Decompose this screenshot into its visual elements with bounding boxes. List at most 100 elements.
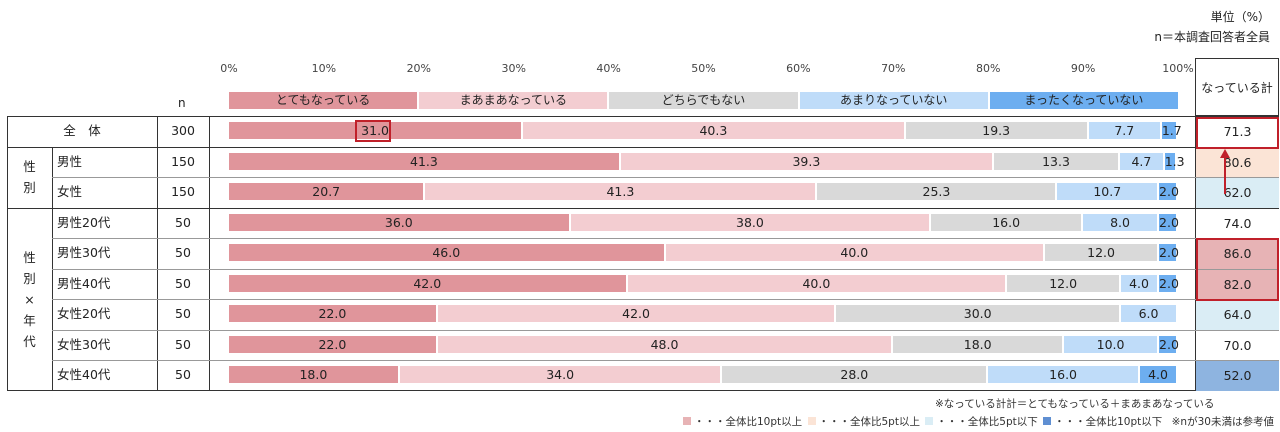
- row-label: 男性30代: [57, 245, 111, 261]
- row-label: 全 体: [63, 123, 101, 139]
- group-label: 性 別 × 年 代: [23, 249, 36, 349]
- reference-note: ※nが30未満は参考値: [1171, 416, 1274, 428]
- row-n: 50: [175, 367, 191, 383]
- bar-segment: 16.0: [931, 213, 1082, 231]
- bar-segment: 28.0: [722, 366, 987, 384]
- bar-segment: 38.0: [570, 213, 930, 231]
- bar-segment: 41.3: [425, 183, 816, 201]
- bar-segment: 46.0: [229, 244, 664, 262]
- bar-segment: 25.3: [817, 183, 1056, 201]
- legend-item: まったくなっていない: [989, 92, 1178, 109]
- bar-segment: 12.0: [1045, 244, 1157, 262]
- bar-segment: 1.3: [1164, 152, 1185, 170]
- bar-segment: 2.0: [1159, 213, 1179, 231]
- axis-tick-label: 100%: [1162, 62, 1194, 75]
- row-n: 300: [171, 123, 195, 139]
- row-label: 男性20代: [57, 214, 111, 230]
- total-col-divider: [1195, 116, 1196, 391]
- axis-tick-label: 60%: [786, 62, 811, 75]
- total-value: 52.0: [1196, 361, 1279, 391]
- axis-tick-label: 20%: [406, 62, 432, 75]
- up-arrow-icon: [1220, 149, 1230, 194]
- legend-item: あまりなっていない: [799, 92, 988, 109]
- total-highlight-frame: [1196, 117, 1279, 149]
- row-divider: [52, 268, 1279, 270]
- bar-segment: 7.7: [1088, 122, 1160, 140]
- total-value: 71.3: [1196, 117, 1279, 147]
- total-value: 82.0: [1196, 269, 1279, 299]
- bar-segment: 8.0: [1083, 213, 1157, 231]
- row-label: 女性30代: [57, 336, 111, 352]
- bar-segment: 22.0: [229, 305, 436, 323]
- row-label: 男性: [57, 153, 83, 169]
- row-divider: [52, 299, 1279, 300]
- row-n: 150: [171, 184, 195, 200]
- bar-segment: 40.3: [523, 122, 904, 140]
- total-value: 62.0: [1196, 178, 1279, 208]
- bar-segment: 19.3: [905, 122, 1087, 140]
- unit-label: 単位（%）: [1210, 10, 1270, 24]
- total-highlight-frame: [1196, 238, 1279, 301]
- bar-segment: 18.0: [229, 366, 398, 384]
- bar-segment: 2.0: [1159, 335, 1179, 353]
- row-n: 50: [175, 306, 191, 322]
- total-definition-note: ※なっている計計＝とてもなっている＋まあまあなっている: [935, 398, 1215, 410]
- bar-segment: 4.7: [1120, 152, 1163, 170]
- total-value: 64.0: [1196, 300, 1279, 330]
- axis-tick-label: 10%: [311, 62, 337, 75]
- n-header: n: [178, 96, 186, 110]
- row-divider: [7, 146, 1279, 148]
- row-n: 50: [175, 214, 191, 230]
- row-divider: [52, 360, 1279, 361]
- row-divider: [7, 207, 1279, 209]
- axis-tick-label: 90%: [1070, 62, 1096, 75]
- bar-segment: 40.0: [665, 244, 1044, 262]
- bar-segment: 42.0: [437, 305, 835, 323]
- axis-tick-label: 40%: [596, 62, 621, 75]
- bar-segment: 40.0: [627, 274, 1006, 292]
- bar-segment: 10.7: [1057, 183, 1157, 201]
- row-label: 女性40代: [57, 367, 111, 383]
- bar-segment: 12.0: [1007, 274, 1120, 292]
- total-value: 80.6: [1196, 147, 1279, 177]
- bar-segment: 13.3: [993, 152, 1119, 170]
- legend-lo5: ・・・全体比5pt以下: [925, 416, 1038, 428]
- chart-col-divider: [209, 116, 210, 391]
- bar-segment: 16.0: [988, 366, 1139, 384]
- bar-segment: 2.0: [1159, 183, 1179, 201]
- row-divider: [52, 238, 1279, 239]
- bar-segment: 1.7: [1161, 122, 1182, 140]
- axis-tick-label: 30%: [501, 62, 526, 75]
- legend-hi10: ・・・全体比10pt以上: [683, 416, 802, 428]
- bar-segment: 10.0: [1064, 335, 1157, 353]
- legend-lo10: ・・・全体比10pt以下: [1043, 416, 1162, 428]
- bar-segment: 18.0: [893, 335, 1063, 353]
- bar-segment: 34.0: [399, 366, 721, 384]
- row-label: 女性: [57, 184, 83, 200]
- row-label: 男性40代: [57, 275, 111, 291]
- row-label: 女性20代: [57, 306, 111, 322]
- legend-item: どちらでもない: [609, 92, 798, 109]
- bar-segment: 20.7: [229, 183, 424, 201]
- bar-segment: 39.3: [620, 152, 992, 170]
- group-label: 性 別: [23, 159, 36, 195]
- row-n: 50: [175, 336, 191, 352]
- bar-segment: 22.0: [229, 335, 436, 353]
- row-divider: [52, 177, 1279, 178]
- total-value: 86.0: [1196, 239, 1279, 269]
- total-header: なっている計: [1195, 58, 1279, 116]
- n-col-divider: [157, 116, 158, 391]
- legend-item: とてもなっている: [229, 92, 418, 109]
- base-label: n＝本調査回答者全員: [1154, 30, 1270, 44]
- bar-segment: 41.3: [229, 152, 619, 170]
- row-n: 50: [175, 275, 191, 291]
- axis-tick-label: 0%: [220, 62, 238, 75]
- bar-segment: 4.0: [1121, 274, 1157, 292]
- bar-segment: 31.0: [229, 122, 522, 140]
- row-n: 150: [171, 153, 195, 169]
- axis-tick-label: 50%: [691, 62, 716, 75]
- row-divider: [52, 329, 1279, 331]
- bar-segment: 6.0: [1121, 305, 1176, 323]
- axis-tick-label: 70%: [881, 62, 906, 75]
- bar-segment: 36.0: [229, 213, 569, 231]
